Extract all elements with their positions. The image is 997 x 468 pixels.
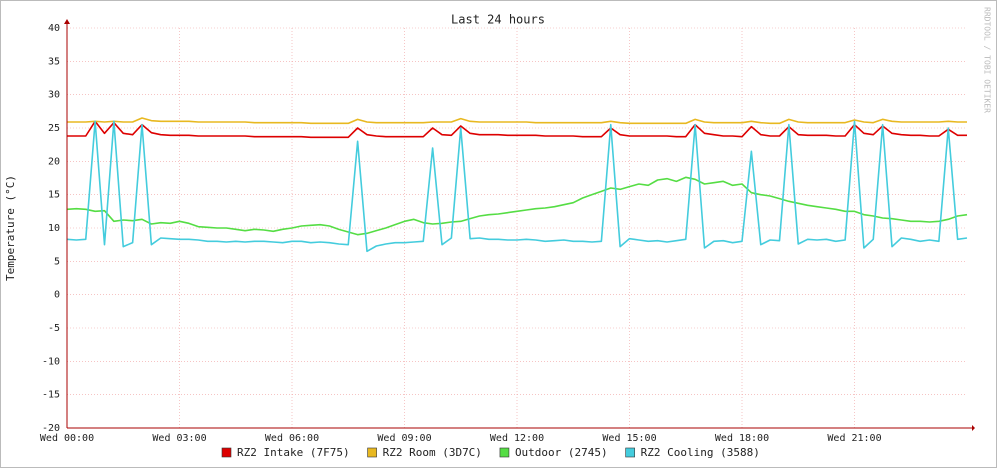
y-tick-label: -10: [42, 356, 60, 367]
y-tick-label: 25: [48, 123, 60, 134]
legend-label: RZ2 Room (3D7C): [383, 446, 482, 459]
y-tick-label: 0: [54, 290, 60, 301]
legend-swatch: [221, 447, 232, 458]
x-tick-label: Wed 00:00: [40, 433, 94, 444]
x-arrow: [972, 425, 975, 431]
legend: RZ2 Intake (7F75) RZ2 Room (3D7C) Outdoor …: [221, 446, 760, 459]
legend-swatch: [367, 447, 377, 458]
x-tick-label: Wed 09:00: [377, 433, 431, 444]
y-axis-label: Temperature (°C): [4, 175, 17, 281]
y-tick-label: -20: [42, 423, 60, 434]
series-lines: [66, 117, 968, 253]
x-tick-label: Wed 03:00: [152, 433, 206, 444]
series-line: [67, 120, 967, 139]
watermark: RRDTOOL / TOBI OETIKER: [983, 7, 992, 113]
y-tick-label: 35: [48, 56, 60, 67]
y-tick-label: -5: [48, 323, 60, 334]
x-tick-label: Wed 12:00: [490, 433, 544, 444]
legend-label: RZ2 Intake (7F75): [237, 446, 350, 459]
y-tick-label: 20: [48, 156, 60, 167]
y-tick-label: 40: [48, 23, 60, 34]
y-tick-label: 30: [48, 90, 60, 101]
y-tick-label: -15: [42, 390, 60, 401]
x-tick-label: Wed 06:00: [265, 433, 319, 444]
chart-title: Last 24 hours: [451, 13, 545, 27]
x-tick-label: Wed 15:00: [602, 433, 656, 444]
series-line: [67, 117, 967, 125]
y-arrow: [64, 19, 70, 24]
legend-swatch: [499, 447, 510, 458]
x-tick-label: Wed 21:00: [827, 433, 881, 444]
series-line: [66, 120, 968, 253]
series-line: [66, 176, 968, 236]
legend-label: Outdoor (2745): [515, 446, 608, 459]
y-tick-label: 5: [54, 256, 60, 267]
y-tick-label: 10: [48, 223, 60, 234]
x-tick-label: Wed 18:00: [715, 433, 769, 444]
legend-swatch: [625, 447, 635, 458]
legend-label: RZ2 Cooling (3588): [641, 446, 760, 459]
y-tick-label: 15: [48, 190, 60, 201]
